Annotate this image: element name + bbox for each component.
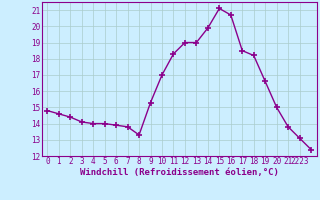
X-axis label: Windchill (Refroidissement éolien,°C): Windchill (Refroidissement éolien,°C) bbox=[80, 168, 279, 177]
